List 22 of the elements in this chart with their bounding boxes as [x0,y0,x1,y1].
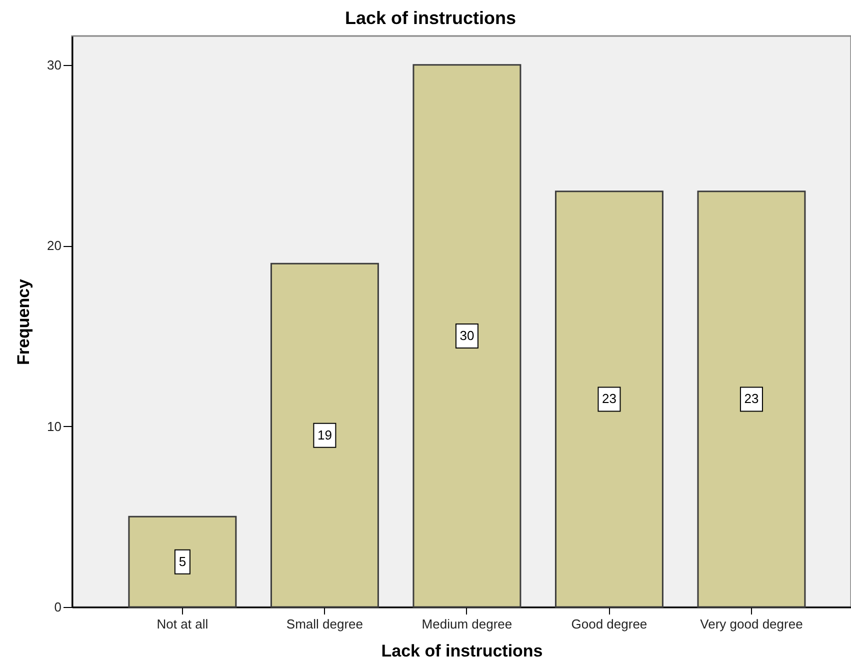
y-tick-label: 0 [54,600,62,614]
chart-title: Lack of instructions [344,8,516,28]
data-label: 5 [178,554,186,569]
x-tick-label: Very good degree [700,616,803,632]
x-tick-label: Small degree [286,616,364,632]
data-label: 19 [317,427,332,442]
bar [412,64,522,608]
data-label: 23 [744,391,759,406]
bar [128,516,237,608]
y-tick-label: 10 [47,418,62,434]
x-tick-label: Medium degree [422,616,512,632]
y-tick-label: 20 [47,238,62,254]
bar [697,190,806,608]
data-label: 23 [602,391,616,406]
y-axis-title: Frequency [14,278,34,365]
y-tick-label: 30 [47,57,62,72]
data-label: 30 [460,328,474,343]
bar [554,190,664,608]
x-tick-label: Good degree [571,616,648,632]
x-axis-title: Lack of instructions [381,642,543,660]
x-tick-label: Not at all [156,616,208,632]
bar [270,262,379,608]
